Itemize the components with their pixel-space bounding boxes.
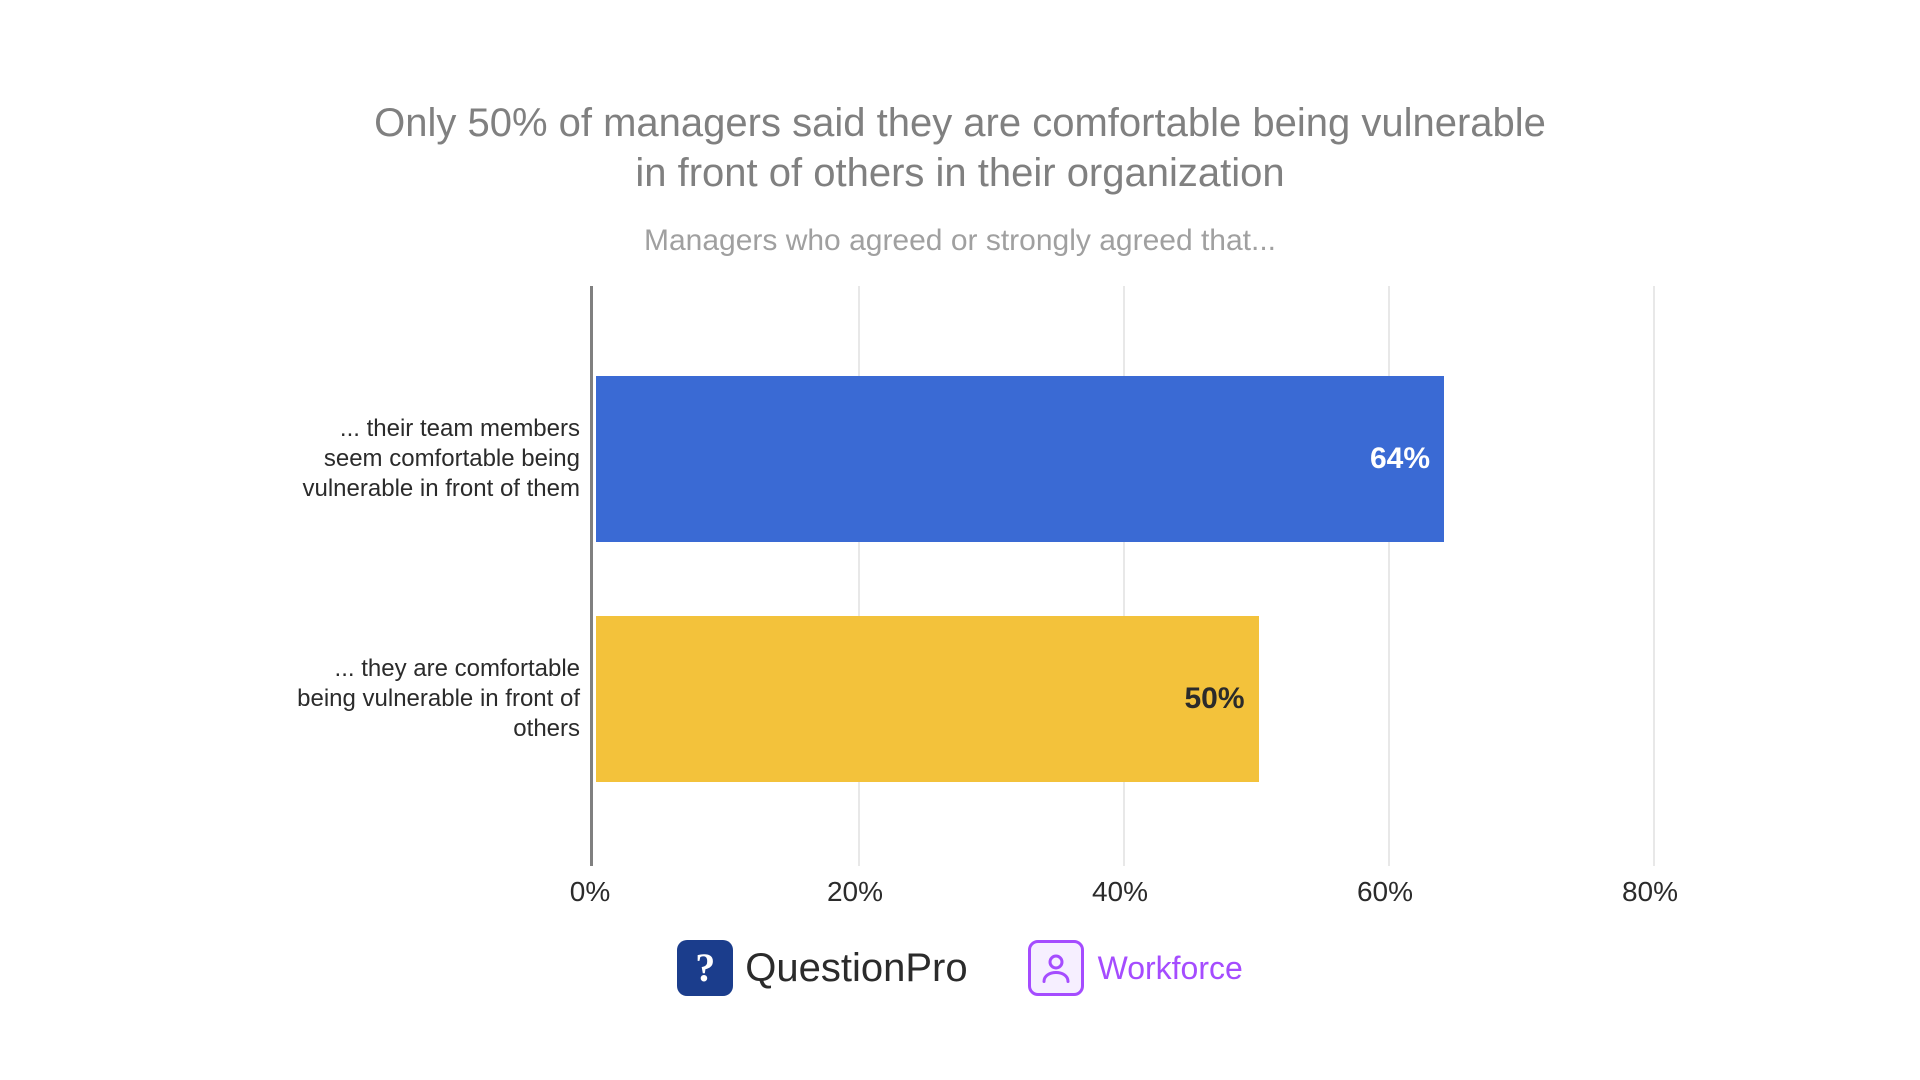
questionpro-mark-letter: ?	[695, 948, 715, 988]
person-icon	[1038, 950, 1074, 986]
x-tick-label: 80%	[1622, 876, 1678, 908]
chart-canvas: Only 50% of managers said they are comfo…	[0, 0, 1920, 1080]
x-tick-label: 40%	[1092, 876, 1148, 908]
chart-area: ... their team members seem comfortable …	[270, 286, 1650, 886]
bar-label: ... they are comfortable being vulnerabl…	[290, 654, 580, 744]
chart-title: Only 50% of managers said they are comfo…	[360, 98, 1560, 198]
x-tick-label: 20%	[827, 876, 883, 908]
x-tick-label: 0%	[570, 876, 610, 908]
bar: 64%	[596, 376, 1444, 542]
grid-line	[1653, 286, 1655, 866]
questionpro-text: QuestionPro	[745, 946, 967, 991]
workforce-logo: Workforce	[1028, 940, 1243, 996]
footer-branding: ? QuestionPro Workforce	[0, 940, 1920, 996]
chart-subtitle: Managers who agreed or strongly agreed t…	[644, 224, 1276, 258]
x-axis-ticks: 0%20%40%60%80%	[590, 876, 1650, 916]
bar-value: 50%	[1184, 682, 1244, 716]
plot-area: ... their team members seem comfortable …	[590, 286, 1650, 866]
questionpro-logo: ? QuestionPro	[677, 940, 967, 996]
x-tick-label: 60%	[1357, 876, 1413, 908]
bar-row: ... they are comfortable being vulnerabl…	[593, 616, 1650, 782]
workforce-mark-icon	[1028, 940, 1084, 996]
bar: 50%	[596, 616, 1259, 782]
bar-row: ... their team members seem comfortable …	[593, 376, 1650, 542]
questionpro-mark-icon: ?	[677, 940, 733, 996]
bar-label: ... their team members seem comfortable …	[290, 414, 580, 504]
workforce-text: Workforce	[1098, 950, 1243, 987]
bar-value: 64%	[1370, 442, 1430, 476]
